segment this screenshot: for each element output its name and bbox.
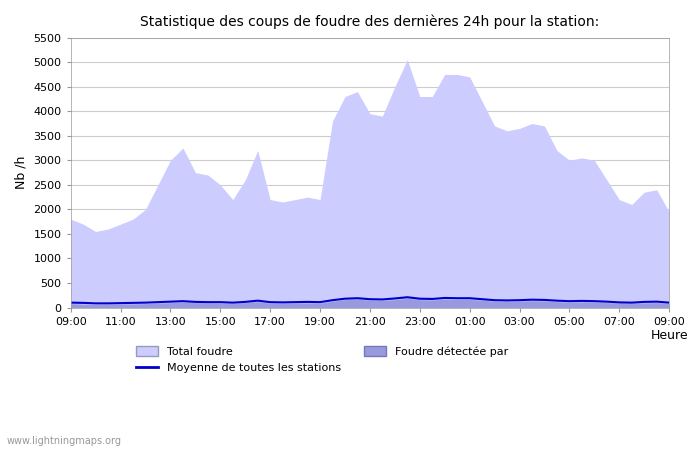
X-axis label: Heure: Heure [650,329,688,342]
Title: Statistique des coups de foudre des dernières 24h pour la station:: Statistique des coups de foudre des dern… [140,15,599,30]
Text: www.lightningmaps.org: www.lightningmaps.org [7,436,122,446]
Legend: Total foudre, Moyenne de toutes les stations, Foudre détectée par: Total foudre, Moyenne de toutes les stat… [132,342,512,378]
Y-axis label: Nb /h: Nb /h [15,156,28,189]
